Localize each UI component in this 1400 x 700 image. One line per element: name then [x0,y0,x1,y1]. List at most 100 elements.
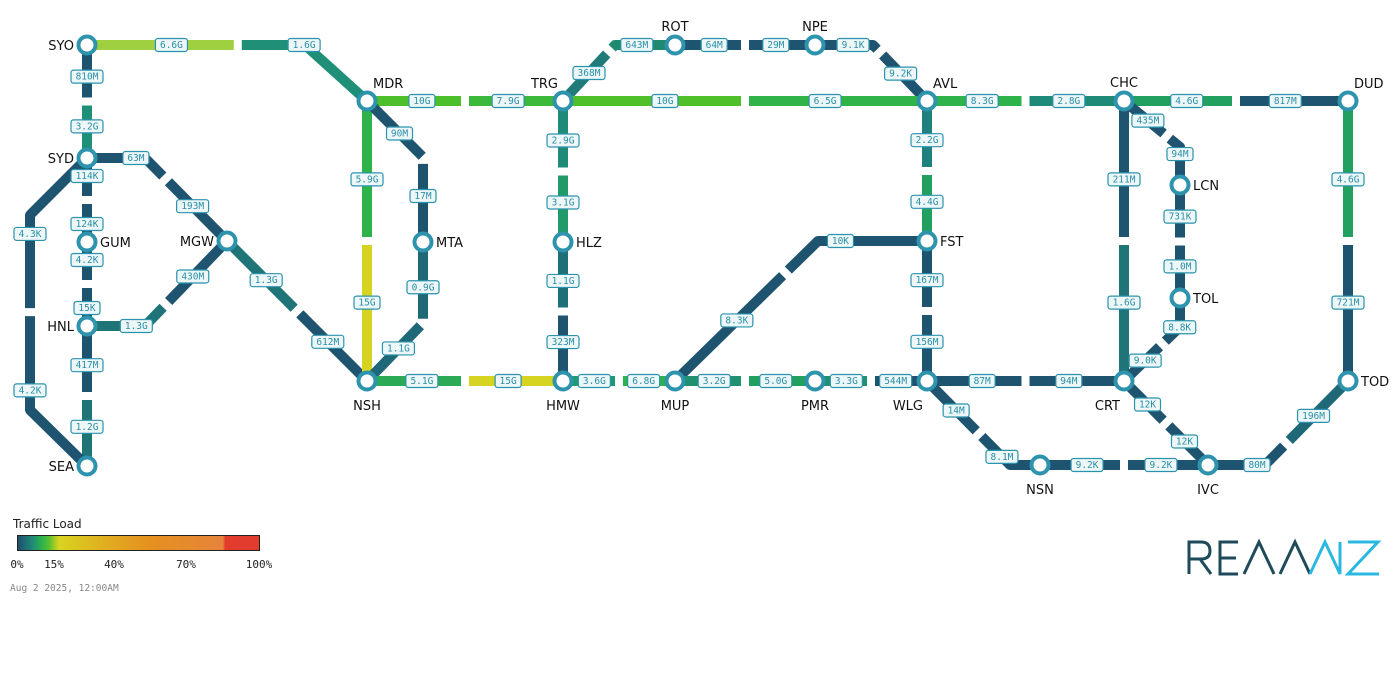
legend-title: Traffic Load [13,517,82,531]
node-circle-icon[interactable] [1337,90,1359,112]
node-name: ROT [661,20,688,35]
link-load-label: 15G [494,373,522,389]
node-circle-icon[interactable] [76,455,98,477]
link-load-label: 1.6G [287,37,321,53]
node-dud[interactable]: DUD [1337,77,1384,112]
link-load-text: 15K [78,303,95,314]
link-load-text: 1.1G [552,276,575,287]
link-load-label: 2.2G [910,133,944,148]
link-load-label: 323M [546,334,580,350]
link-load-label: 0.9G [406,280,440,295]
node-circle-icon[interactable] [1029,454,1051,476]
link-load-label: 1.2G [70,419,104,434]
link-trg-rot-b-half[interactable] [608,40,675,52]
node-circle-icon[interactable] [1197,454,1219,476]
node-circle-icon[interactable] [916,90,938,112]
link-load-text: 0.9G [412,282,435,293]
node-tol[interactable]: TOL [1169,287,1220,309]
link-load-text: 64M [706,40,723,51]
node-hmw[interactable]: HMW [546,370,580,415]
node-syd[interactable]: SYD [48,147,98,169]
node-gum[interactable]: GUM [76,231,131,253]
node-circle-icon[interactable] [804,34,826,56]
node-wlg[interactable]: WLG [893,370,938,415]
node-mdr[interactable]: MDR [356,77,404,112]
link-load-text: 90M [391,129,408,140]
node-trg[interactable]: TRG [530,77,574,112]
node-circle-icon[interactable] [1169,174,1191,196]
link-load-label: 7.9G [491,93,525,109]
node-pmr[interactable]: PMR [801,370,829,415]
node-ivc[interactable]: IVC [1197,454,1219,499]
node-circle-icon[interactable] [664,34,686,56]
link-load-label: 1.1G [381,341,416,356]
node-circle-icon[interactable] [1337,370,1359,392]
link-syd-sea-b-half[interactable] [25,316,91,470]
node-tod[interactable]: TOD [1337,370,1390,392]
link-load-label: 10K [826,233,855,249]
node-circle-icon[interactable] [664,370,686,392]
link-load-text: 1.6G [293,40,316,51]
node-circle-icon[interactable] [1113,90,1135,112]
node-circle-icon[interactable] [356,370,378,392]
node-circle-icon[interactable] [76,231,98,253]
node-circle-icon[interactable] [216,230,238,252]
link-load-text: 3.6G [583,376,606,387]
node-circle-icon[interactable] [552,90,574,112]
link-load-text: 2.2G [916,135,939,146]
node-chc[interactable]: CHC [1110,76,1138,112]
link-npe-avl-a-half[interactable] [815,40,881,53]
link-load-label: 4.2K [70,252,104,268]
node-mup[interactable]: MUP [661,370,690,415]
link-load-label: 64M [700,37,728,53]
node-circle-icon[interactable] [412,231,434,253]
node-name: GUM [100,236,131,251]
node-npe[interactable]: NPE [802,20,828,56]
node-circle-icon[interactable] [916,370,938,392]
node-circle-icon[interactable] [76,315,98,337]
node-name: MDR [373,77,403,92]
node-avl[interactable]: AVL [916,77,958,112]
node-circle-icon[interactable] [552,370,574,392]
link-load-text: 3.2G [703,376,726,387]
node-name: TOL [1192,292,1219,307]
node-name: NPE [802,20,828,35]
node-crt[interactable]: CRT [1095,370,1135,415]
node-mta[interactable]: MTA [412,231,464,253]
link-load-label: 12K [1170,434,1199,449]
link-load-label: 14M [942,403,970,418]
legend-tick: 100% [245,558,273,571]
node-circle-icon[interactable] [916,230,938,252]
node-circle-icon[interactable] [552,231,574,253]
link-syo-mdr-b-half[interactable] [241,40,371,105]
link-load-label: 12K [1133,397,1162,412]
node-nsn[interactable]: NSN [1026,454,1054,499]
link-load-text: 9.2K [1076,460,1099,471]
legend-tick: 70% [176,558,196,571]
node-syo[interactable]: SYO [48,34,98,56]
node-circle-icon[interactable] [1169,287,1191,309]
link-load-text: 12K [1176,436,1193,447]
link-load-label: 612M [311,334,345,349]
node-circle-icon[interactable] [804,370,826,392]
link-mup-fst-a-half[interactable] [671,272,787,385]
node-hnl[interactable]: HNL [47,315,98,337]
node-fst[interactable]: FST [916,230,964,252]
node-rot[interactable]: ROT [661,20,689,56]
node-lcn[interactable]: LCN [1169,174,1220,196]
link-load-label: 8.8K [1163,320,1197,335]
node-circle-icon[interactable] [76,147,98,169]
link-syd-sea-a-half[interactable] [25,154,91,309]
node-circle-icon[interactable] [1113,370,1135,392]
link-load-label: 4.6G [1170,93,1204,109]
link-load-label: 8.3K [720,313,754,328]
node-circle-icon[interactable] [76,34,98,56]
link-load-text: 14M [948,405,965,416]
node-sea[interactable]: SEA [49,455,98,477]
node-mgw[interactable]: MGW [180,230,238,252]
link-load-text: 114K [76,171,99,182]
node-hlz[interactable]: HLZ [552,231,603,253]
node-circle-icon[interactable] [356,90,378,112]
link-mup-fst-b-half[interactable] [784,236,927,274]
node-nsh[interactable]: NSH [353,370,381,415]
